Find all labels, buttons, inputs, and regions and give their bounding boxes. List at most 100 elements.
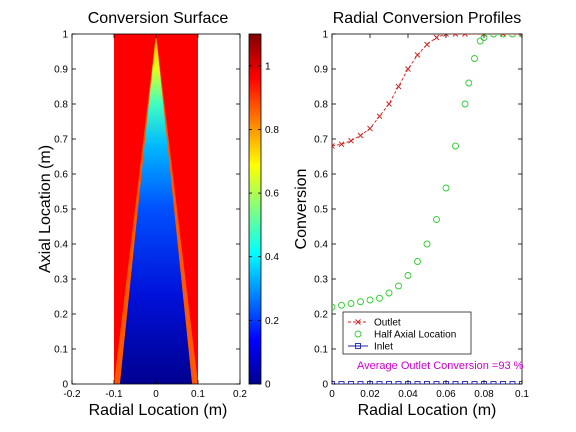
heatmap-y-tick-label: 0.7	[54, 135, 68, 146]
data-point-half-axial-location	[338, 301, 345, 309]
heatmap-y-tick-label: 0.3	[54, 275, 68, 286]
line-chart-x-label: Radial Location (m)	[358, 402, 497, 419]
series-half-axial-location	[332, 34, 522, 311]
line-chart-x-ticks: 0 0.02 0.04 0.06 0.08 0.1	[329, 34, 529, 400]
colorbar-tick-label: 0.4	[265, 252, 279, 263]
data-point-half-axial-location	[332, 303, 336, 311]
series-outlet	[332, 34, 522, 149]
data-point-half-axial-location	[395, 282, 402, 290]
data-point-outlet	[519, 34, 522, 37]
data-point-half-axial-location	[385, 289, 393, 297]
data-point-outlet	[481, 34, 487, 37]
data-point-inlet	[395, 381, 402, 384]
data-point-outlet	[452, 34, 459, 37]
legend-box	[342, 311, 472, 355]
data-point-half-axial-location	[461, 100, 469, 108]
heatmap-y-label: Axial Location (m)	[37, 145, 54, 273]
colorbar-tick-label: 0.8	[265, 125, 279, 136]
colorbar: 0 0.2 0.4 0.6 0.8 1	[248, 33, 279, 391]
legend-item-inlet: Inlet	[348, 342, 393, 353]
data-point-outlet	[433, 34, 440, 41]
colorbar-ticks: 0 0.2 0.4 0.6 0.8 1	[249, 61, 279, 391]
data-point-inlet	[462, 381, 468, 384]
data-point-outlet	[395, 83, 402, 90]
heatmap-y-tick-label: 0.9	[54, 65, 68, 76]
heatmap-conversion-wedge	[119, 34, 193, 384]
data-point-outlet	[357, 132, 364, 139]
data-point-outlet	[405, 66, 411, 72]
line-y-tick-label: 0.5	[314, 205, 328, 216]
data-point-half-axial-location	[404, 272, 412, 279]
line-y-tick-label: 0.6	[314, 170, 328, 181]
line-y-tick-label: 0.4	[314, 240, 328, 251]
legend-swatch-marker	[354, 330, 362, 338]
legend-item-outlet: Outlet	[348, 318, 401, 329]
legend-swatch-marker	[355, 319, 361, 325]
data-point-outlet	[348, 137, 354, 144]
data-point-half-axial-location	[423, 240, 431, 248]
data-point-inlet	[376, 381, 383, 384]
colorbar-tick-label: 0.2	[265, 316, 279, 327]
data-point-outlet	[500, 34, 506, 37]
heatmap-x-tick-label: 0.2	[233, 389, 247, 400]
data-point-half-axial-location	[376, 294, 383, 302]
data-point-inlet	[490, 381, 497, 384]
line-y-tick-label: 0.8	[314, 100, 328, 111]
heatmap-y-tick-label: 0.1	[54, 345, 68, 356]
line-x-tick-label: 0.06	[436, 389, 456, 400]
data-point-half-axial-location	[499, 34, 507, 38]
heatmap-x-tick-label: -0.1	[105, 389, 123, 400]
data-point-outlet	[376, 113, 383, 120]
data-point-half-axial-location	[347, 300, 355, 307]
line-chart-title: Radial Conversion Profiles	[333, 10, 522, 27]
heatmap-y-tick-label: 1	[62, 30, 68, 41]
data-point-inlet	[509, 381, 516, 384]
data-point-inlet	[452, 381, 459, 384]
colorbar-tick-label: 0	[265, 380, 271, 391]
legend-swatch-marker	[355, 343, 361, 349]
line-x-tick-label: 0.04	[398, 389, 418, 400]
data-point-inlet	[500, 381, 506, 384]
data-point-outlet	[462, 34, 468, 37]
line-x-tick-label: 0.02	[360, 389, 380, 400]
data-point-inlet	[471, 381, 478, 384]
heatmap-y-tick-label: 0.8	[54, 100, 68, 111]
data-point-outlet	[424, 41, 430, 48]
data-point-half-axial-location	[452, 142, 459, 150]
data-point-half-axial-location	[357, 298, 364, 306]
colorbar-tick-label: 0.6	[265, 189, 279, 200]
data-point-half-axial-location	[471, 55, 478, 62]
line-y-tick-label: 1	[322, 30, 328, 41]
data-point-inlet	[357, 381, 364, 384]
line-y-tick-label: 0.2	[314, 310, 328, 321]
heatmap-x-tick-label: 0.1	[191, 389, 205, 400]
heatmap-panel: Conversion Surface -0.2 -0.1 0 0.1 0.2 00.10…	[37, 10, 247, 419]
heatmap-x-tick-label: -0.2	[63, 389, 81, 400]
line-x-tick-label: 0.1	[515, 389, 529, 400]
line-y-tick-label: 0.9	[314, 65, 328, 76]
line-y-tick-label: 0.3	[314, 275, 328, 286]
data-point-inlet	[348, 381, 354, 384]
heatmap-y-tick-label: 0	[62, 380, 68, 391]
legend-label: Half Axial Location	[374, 330, 456, 341]
colorbar-tick-label: 1	[265, 61, 271, 72]
data-point-half-axial-location	[476, 37, 484, 45]
data-point-half-axial-location	[366, 296, 374, 304]
legend-item-half-axial-location: Half Axial Location	[354, 330, 456, 341]
heatmap-y-tick-label: 0.2	[54, 310, 68, 321]
data-point-inlet	[433, 381, 440, 384]
data-point-outlet	[443, 34, 449, 37]
data-point-outlet	[367, 125, 373, 132]
data-point-outlet	[332, 143, 335, 149]
line-x-tick-label: 0	[329, 389, 335, 400]
data-point-half-axial-location	[442, 184, 450, 192]
data-point-half-axial-location	[490, 34, 497, 38]
heatmap-y-tick-label: 0.5	[54, 205, 68, 216]
data-point-outlet	[414, 52, 421, 58]
heatmap-y-tick-label: 0.6	[54, 170, 68, 181]
legend-label: Inlet	[374, 342, 393, 353]
line-chart-y-label: Conversion	[293, 169, 310, 250]
data-point-outlet	[386, 101, 392, 107]
data-point-half-axial-location	[509, 34, 516, 38]
